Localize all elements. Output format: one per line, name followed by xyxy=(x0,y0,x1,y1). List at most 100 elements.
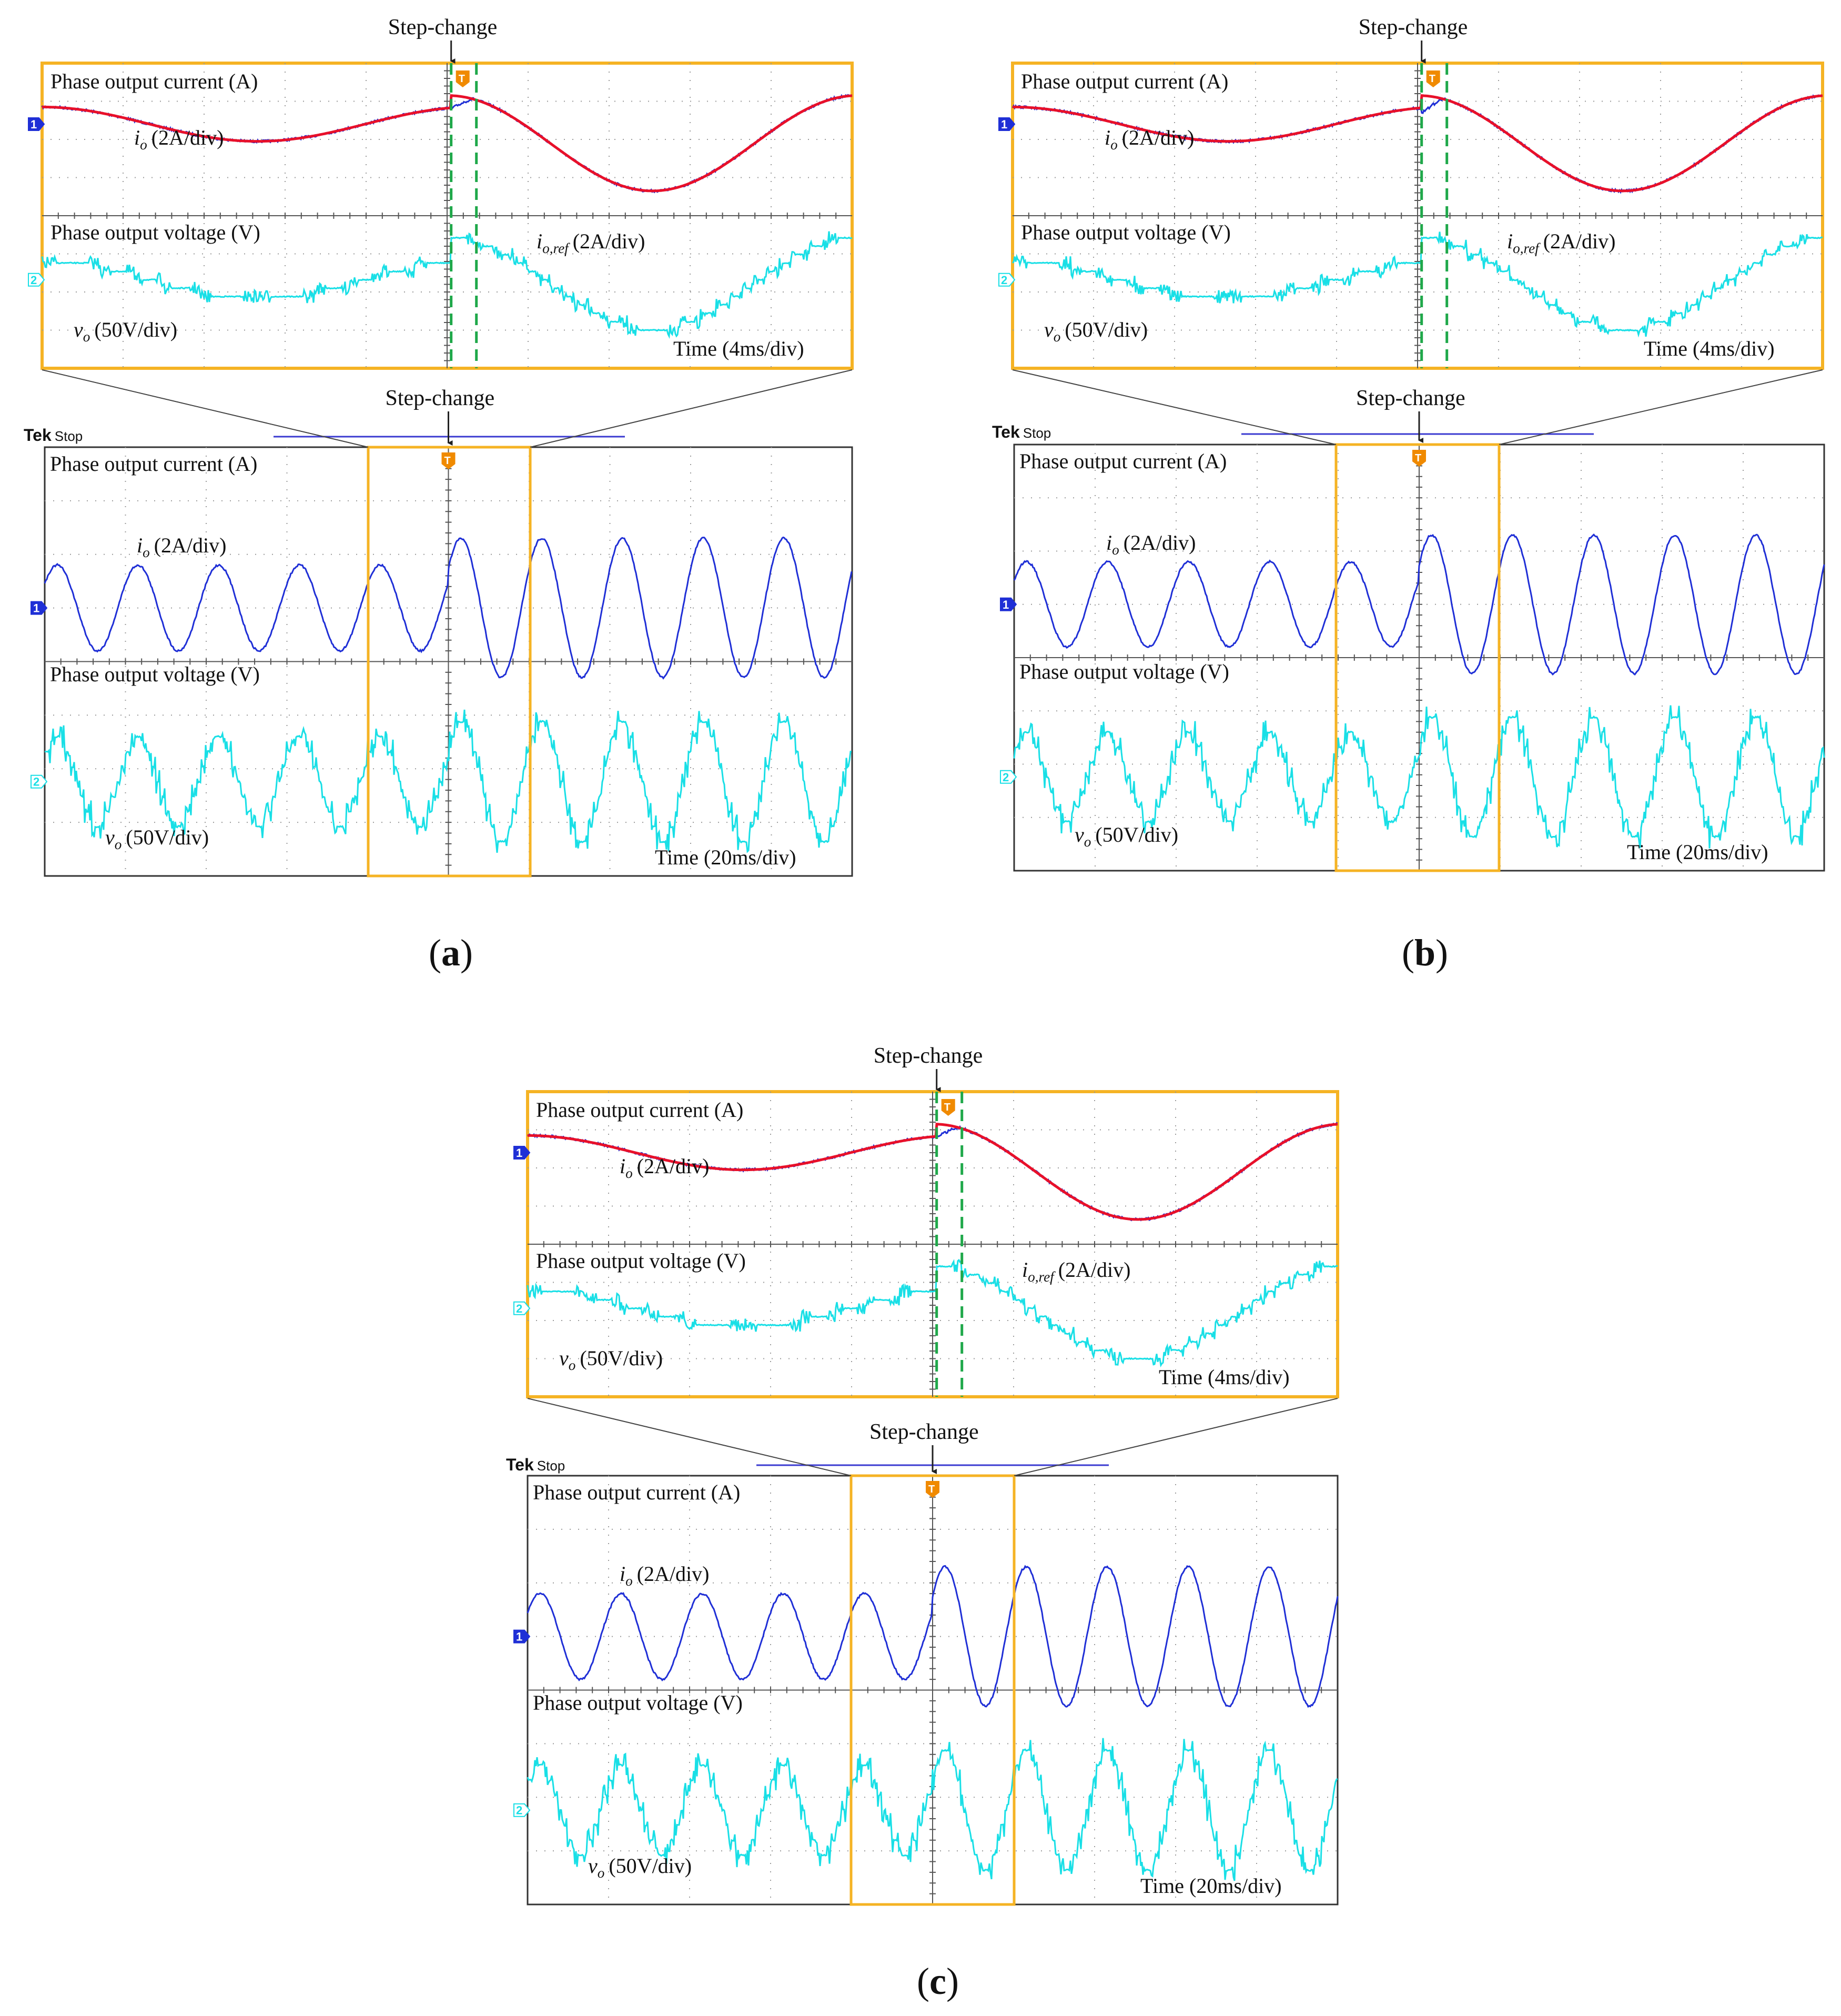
scope-channel-1-marker-label: 1 xyxy=(33,602,39,615)
zoom-connector-left xyxy=(42,369,369,448)
scope-grid xyxy=(528,1476,1338,1904)
scope-brand-name: Tek xyxy=(992,422,1020,441)
scope-voltage-title: Phase output voltage (V) xyxy=(50,662,260,686)
zoom-time-label: Time (4ms/div) xyxy=(1644,337,1775,360)
trigger-label: T xyxy=(944,1102,950,1113)
zoom-ioref-label-symbol: i xyxy=(1507,229,1513,253)
scope-io-label-scale: (2A/div) xyxy=(637,1562,710,1586)
caption-close-paren: ) xyxy=(946,1960,959,2002)
zoom-io-label-scale: (2A/div) xyxy=(151,126,224,149)
zoom-reference-trace-ioref xyxy=(1013,94,1823,193)
scope-brand-name: Tek xyxy=(506,1455,534,1474)
scope-vo-label-symbol: v xyxy=(105,825,115,849)
trigger-label: T xyxy=(444,455,451,467)
zoom-ioref-label-symbol: i xyxy=(537,229,542,253)
scope-vo-label-scale: (50V/div) xyxy=(126,825,209,849)
scope-channel-1-marker xyxy=(513,1629,531,1644)
zoom-vo-label-subscript: o xyxy=(83,329,90,345)
zoom-vo-label-symbol: v xyxy=(559,1346,569,1370)
trigger-icon xyxy=(456,70,470,87)
zoom-channel-2-marker-label: 2 xyxy=(516,1302,522,1315)
zoom-connector-right xyxy=(1499,369,1823,445)
scope-run-state: Stop xyxy=(55,428,83,444)
zoom-ioref-label-subscript: o,ref xyxy=(542,240,570,256)
trigger-label: T xyxy=(1429,73,1435,85)
scope-channel-2-marker xyxy=(513,1803,531,1817)
voltage-trace-vo xyxy=(44,709,852,853)
zoom-io-label: io (2A/div) xyxy=(620,1154,709,1181)
scope-vo-label-subscript: o xyxy=(115,836,122,852)
scope-io-label-subscript: o xyxy=(1112,542,1119,558)
trigger-icon xyxy=(941,1099,955,1116)
caption-open-paren: ( xyxy=(429,932,441,974)
zoom-io-label: io (2A/div) xyxy=(134,126,224,153)
caption-open-paren: ( xyxy=(1402,932,1414,974)
scope-run-state: Stop xyxy=(1023,425,1051,441)
scope-channel-1-marker xyxy=(1000,597,1017,611)
zoom-current-title: Phase output current (A) xyxy=(50,69,258,93)
zoom-io-label-symbol: i xyxy=(620,1154,625,1178)
current-trace-io xyxy=(527,1565,1339,1708)
zoom-connector-right xyxy=(530,369,853,448)
zoom-ioref-label-scale: (2A/div) xyxy=(1058,1258,1131,1282)
scope-run-state: Stop xyxy=(537,1458,565,1474)
zoom-vo-label: vo (50V/div) xyxy=(74,318,177,345)
zoom-channel-1-marker xyxy=(998,117,1016,131)
scope-step-change-label: Step-change xyxy=(869,1420,979,1444)
scope-brand-name: Tek xyxy=(24,426,52,445)
scope-io-label-scale: (2A/div) xyxy=(1124,531,1196,555)
zoom-ioref-label-scale: (2A/div) xyxy=(1543,229,1616,253)
zoom-window-box xyxy=(849,1474,1016,1906)
scope-channel-1-marker-label: 1 xyxy=(1003,598,1009,611)
zoom-grid xyxy=(1013,63,1823,368)
zoom-voltage-trace-vo xyxy=(1011,231,1823,338)
zoom-vo-label-symbol: v xyxy=(74,318,83,341)
zoom-channel-2-marker xyxy=(998,273,1016,287)
zoom-voltage-title: Phase output voltage (V) xyxy=(50,220,260,244)
zoom-connector-left xyxy=(1012,369,1337,445)
zoom-vo-label-subscript: o xyxy=(569,1357,576,1373)
scope-vo-label-scale: (50V/div) xyxy=(609,1854,692,1878)
zoom-ioref-label-scale: (2A/div) xyxy=(573,229,645,253)
scope-vo-label-symbol: v xyxy=(1075,823,1084,846)
scope-channel-2-marker xyxy=(1000,770,1017,784)
zoom-voltage-trace-vo xyxy=(527,1258,1338,1368)
trigger-icon xyxy=(1426,70,1440,87)
zoom-connector-left xyxy=(527,1398,852,1476)
scope-io-label: io (2A/div) xyxy=(620,1562,709,1589)
scope-brand: Tek Stop xyxy=(24,426,83,445)
scope-vo-label-subscript: o xyxy=(598,1865,605,1881)
zoom-channel-2-marker-label: 2 xyxy=(31,274,37,287)
scope-channel-2-marker-label: 2 xyxy=(516,1804,522,1817)
scope-time-label: Time (20ms/div) xyxy=(1140,1874,1282,1898)
scope-vo-label-symbol: v xyxy=(588,1854,598,1878)
zoom-vo-label-symbol: v xyxy=(1044,318,1054,341)
voltage-trace-vo xyxy=(1013,705,1825,849)
panel-caption: (b) xyxy=(1402,932,1448,974)
caption-letter: b xyxy=(1414,932,1435,974)
zoom-channel-2-marker xyxy=(28,273,45,287)
zoom-ioref-label: io,ref (2A/div) xyxy=(1022,1258,1130,1285)
scope-current-title: Phase output current (A) xyxy=(1019,449,1227,473)
zoom-voltage-title: Phase output voltage (V) xyxy=(1021,220,1231,244)
scope-io-label-symbol: i xyxy=(1106,531,1112,555)
zoom-step-change-label: Step-change xyxy=(388,15,498,39)
scope-vo-label-scale: (50V/div) xyxy=(1095,823,1178,846)
trigger-icon xyxy=(1412,450,1426,467)
scope-channel-1-marker-label: 1 xyxy=(516,1630,522,1644)
scope-channel-1-marker xyxy=(31,601,48,615)
caption-close-paren: ) xyxy=(460,932,473,974)
scope-io-label-symbol: i xyxy=(137,533,143,557)
zoom-io-label-symbol: i xyxy=(134,126,140,149)
zoom-step-change-label: Step-change xyxy=(874,1044,983,1068)
zoom-current-title: Phase output current (A) xyxy=(1021,69,1228,93)
zoom-ioref-label-symbol: i xyxy=(1022,1258,1028,1282)
trigger-label: T xyxy=(928,1484,935,1495)
zoom-io-label: io (2A/div) xyxy=(1105,126,1194,153)
panel-caption: (c) xyxy=(917,1960,959,2002)
zoom-window-box xyxy=(1334,443,1501,872)
scope-channel-2-marker-label: 2 xyxy=(1003,771,1009,784)
